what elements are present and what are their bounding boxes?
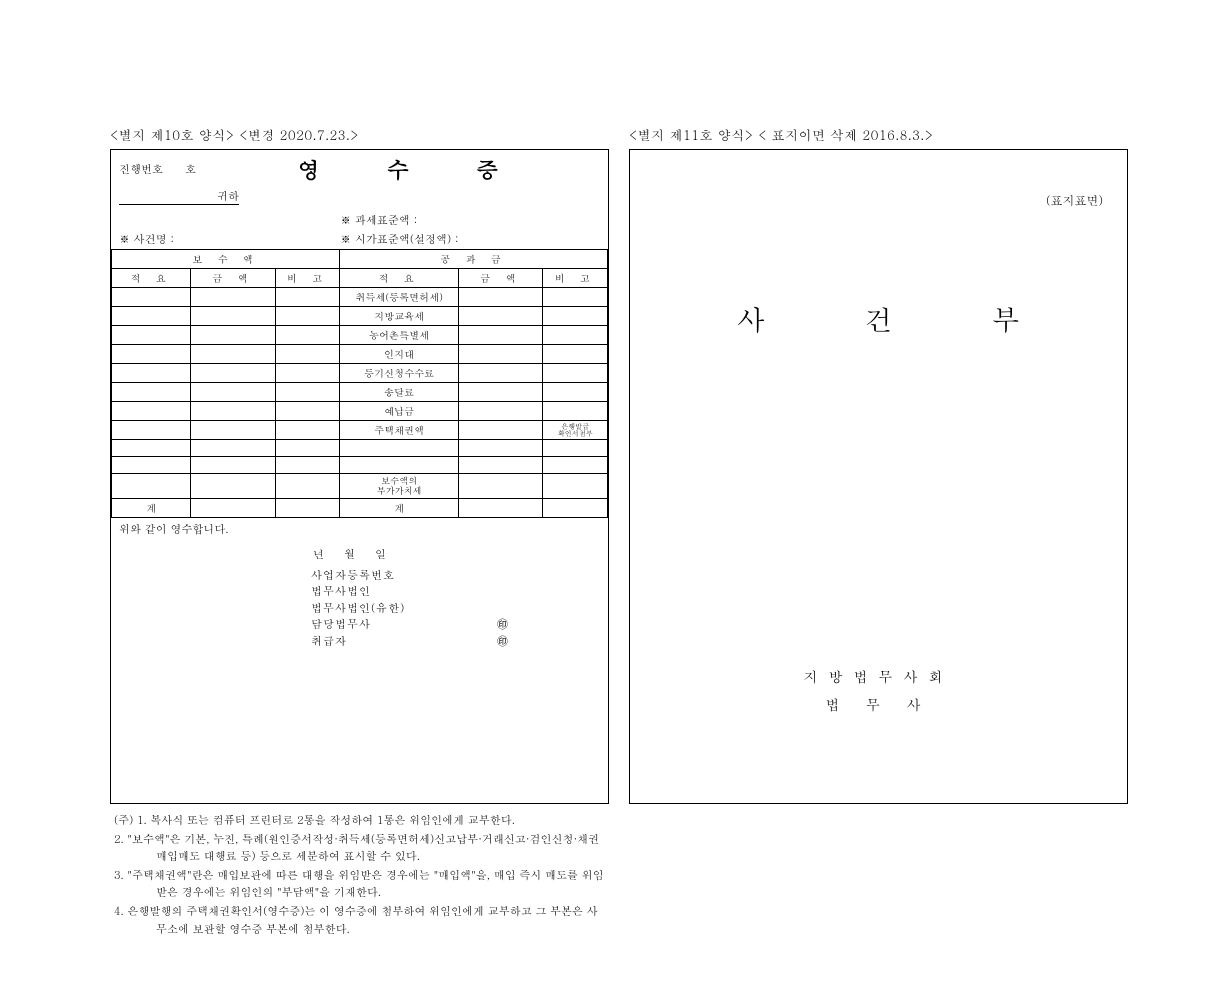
recipient-label: 귀하 xyxy=(217,189,239,204)
receipt-table: 보 수 액 공 과 금 적 요 금 액 비 고 적 요 금 액 비 고 취득세(… xyxy=(111,249,608,518)
row-stamp: 인지대 xyxy=(340,345,459,364)
row-vat: 보수액의부가가치세 xyxy=(340,474,459,499)
col-amount-r: 금 액 xyxy=(459,269,543,288)
sig-lawyer: 담당법무사 xyxy=(311,617,371,634)
row-deposit: 예납금 xyxy=(340,402,459,421)
form10-box: 진행번호 호 영 수 증 귀하 ※ 과세표준액 : ※ 사건명 : ※ 시가표준… xyxy=(110,149,609,804)
cover-title: 사 건 부 xyxy=(630,298,1127,338)
case-name: ※ 사건명 : xyxy=(119,232,340,247)
sig-handler: 취급자 xyxy=(311,634,347,651)
col-amount-l: 금 액 xyxy=(191,269,275,288)
note-4: 4. 은행발행의 주택채권확인서(영수증)는 이 영수증에 첨부하여 위임인에게… xyxy=(114,903,605,938)
total-l: 계 xyxy=(112,498,191,517)
row-delivery: 송달료 xyxy=(340,383,459,402)
form10-container: <별지 제10호 양식> <변경 2020.7.23.> 진행번호 호 영 수 … xyxy=(110,125,609,939)
col-summary-l: 적 요 xyxy=(112,269,191,288)
row-edu: 지방교육세 xyxy=(340,307,459,326)
form11-container: <별지 제11호 양식> < 표지이면 삭제 2016.8.3.> (표지표면)… xyxy=(629,125,1128,939)
bank-note: 은행발급확인서첨부 xyxy=(543,421,608,440)
row-bond: 주택채권액 xyxy=(340,421,459,440)
seal-icon: ㊞ xyxy=(497,617,508,634)
form10-header: <별지 제10호 양식> <변경 2020.7.23.> xyxy=(110,125,609,144)
tax-base: ※ 과세표준액 : xyxy=(340,213,600,228)
col-note-l: 비 고 xyxy=(275,269,339,288)
note-2: 2. "보수액"은 기본, 누진, 특례(원인증서작성·취득세(등록면허세)신고… xyxy=(114,831,605,866)
cover-org: 지방법무사회 법 무 사 xyxy=(630,662,1127,718)
cover-corner: (표지표면) xyxy=(1046,192,1103,209)
cover-box: (표지표면) 사 건 부 지방법무사회 법 무 사 xyxy=(629,149,1128,804)
signature-block: 사업자등록번호 법무사법인 법무사법인(유한) 담당법무사 ㊞ 취급자 ㊞ xyxy=(111,568,608,655)
notes-block: (주) 1. 복사식 또는 컴퓨터 프린터로 2통을 작성하여 1통은 위임인에… xyxy=(110,804,609,938)
note-3: 3. "주택채권액"란은 매입보관에 따른 대행을 위임받은 경우에는 "매입액… xyxy=(114,867,605,902)
row-rural: 농어촌특별세 xyxy=(340,326,459,345)
col-note-r: 비 고 xyxy=(543,269,608,288)
col-summary-r: 적 요 xyxy=(340,269,459,288)
right-header: 공 과 금 xyxy=(340,250,608,269)
progress-label: 진행번호 호 xyxy=(119,162,196,177)
left-header: 보 수 액 xyxy=(112,250,340,269)
row-regfee: 등기신청수수료 xyxy=(340,364,459,383)
total-r: 계 xyxy=(340,498,459,517)
org-line1: 지방법무사회 xyxy=(630,662,1127,690)
org-line2: 법 무 사 xyxy=(630,690,1127,718)
seal-icon: ㊞ xyxy=(497,634,508,651)
note-1: (주) 1. 복사식 또는 컴퓨터 프린터로 2통을 작성하여 1통은 위임인에… xyxy=(114,812,605,830)
form11-header: <별지 제11호 양식> < 표지이면 삭제 2016.8.3.> xyxy=(629,125,1128,144)
date-row: 년월일 xyxy=(111,541,608,568)
receipt-title: 영 수 증 xyxy=(226,154,600,185)
market-price: ※ 시가표준액(설정액) : xyxy=(340,232,600,247)
sig-firm: 법무사법인 xyxy=(311,584,371,601)
recipient-row: 귀하 xyxy=(111,189,608,211)
sig-firm-ltd: 법무사법인(유한) xyxy=(311,601,405,618)
confirm-text: 위와 같이 영수합니다. xyxy=(111,518,608,541)
sig-bizno: 사업자등록번호 xyxy=(311,568,395,585)
row-tax: 취득세(등록면허세) xyxy=(340,288,459,307)
